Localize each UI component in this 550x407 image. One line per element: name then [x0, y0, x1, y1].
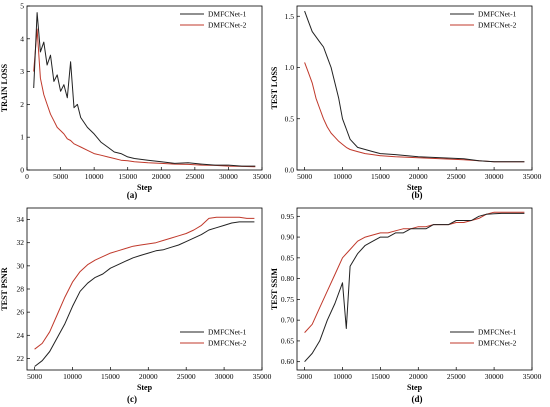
y-tick-label: 0.90: [281, 233, 294, 242]
y-tick-label: 0: [20, 166, 24, 175]
x-tick-label: 30000: [215, 372, 234, 381]
x-tick-label: 20000: [409, 372, 428, 381]
legend-label: DMFCNet-1: [478, 328, 517, 337]
x-tick-label: 20000: [152, 172, 171, 181]
x-tick-label: 35000: [253, 172, 272, 181]
x-tick-label: 10000: [63, 372, 82, 381]
y-tick-label: 0.85: [281, 253, 294, 262]
x-tick-label: 15000: [371, 372, 390, 381]
y-tick-label: 4: [20, 34, 24, 43]
y-tick-label: 0.75: [281, 295, 294, 304]
y-tick-label: 0.65: [281, 336, 294, 345]
x-tick-label: 15000: [101, 372, 120, 381]
x-axis-label: Step: [137, 183, 153, 192]
series-line-dmfcnet-2: [34, 216, 255, 350]
y-tick-label: 2: [20, 100, 24, 109]
y-tick-label: 22: [17, 354, 25, 363]
series-line-dmfcnet-1: [304, 212, 525, 363]
panel-1: 0 5000 10000 15000 20000 25000 30000 35000 0 1 2 3 4…: [0, 2, 272, 201]
y-tick-label: 0.80: [281, 274, 294, 283]
series-line-dmfcnet-2: [33, 28, 256, 168]
series-line-dmfcnet-2: [304, 211, 525, 333]
series-line-dmfcnet-1: [304, 10, 525, 163]
legend-label: DMFCNet-1: [478, 10, 517, 19]
x-axis-label: Step: [407, 183, 423, 192]
y-tick-label: 1: [20, 133, 24, 142]
panel-3: 5000 10000 15000 20000 25000 30000 35000 22 24 26…: [0, 207, 272, 404]
legend-label: DMFCNet-2: [208, 339, 247, 348]
panel-4: 5000 10000 15000 20000 25000 30000 35000 0.60 0.…: [270, 207, 542, 404]
x-tick-label: 25000: [447, 172, 466, 181]
x-tick-label: 5000: [53, 172, 68, 181]
x-tick-label: 25000: [177, 372, 196, 381]
series-line-dmfcnet-1: [33, 12, 256, 167]
y-tick-label: 28: [17, 285, 25, 294]
x-tick-label: 35000: [253, 372, 272, 381]
x-tick-label: 30000: [485, 172, 504, 181]
x-tick-label: 5000: [297, 372, 312, 381]
y-axis-label: TRAIN LOSS: [0, 63, 9, 112]
legend-label: DMFCNet-2: [478, 21, 517, 30]
x-tick-label: 35000: [523, 372, 542, 381]
y-tick-label: 0.95: [281, 212, 294, 221]
series-line-dmfcnet-2: [304, 62, 525, 163]
legend: DMFCNet-1 DMFCNet-2: [180, 328, 247, 348]
panel-label: (b): [412, 190, 423, 200]
x-tick-label: 5000: [297, 172, 312, 181]
x-tick-label: 10000: [333, 172, 352, 181]
plot-frame: [26, 5, 263, 171]
y-tick-label: 24: [17, 331, 25, 340]
legend: DMFCNet-1 DMFCNet-2: [450, 328, 517, 348]
y-axis-label: TEST LOSS: [270, 66, 279, 109]
x-tick-label: 10000: [333, 372, 352, 381]
y-tick-label: 0.70: [281, 316, 294, 325]
x-tick-label: 5000: [27, 372, 42, 381]
legend-label: DMFCNet-2: [478, 339, 517, 348]
x-tick-label: 0: [25, 172, 29, 181]
x-tick-label: 20000: [409, 172, 428, 181]
x-axis-label: Step: [407, 383, 423, 392]
y-tick-label: 0.0: [285, 166, 295, 175]
x-tick-label: 25000: [447, 372, 466, 381]
panel-label: (d): [412, 394, 423, 404]
plot-frame: [296, 5, 533, 171]
y-tick-label: 1.0: [285, 63, 295, 72]
panel-label: (a): [127, 190, 138, 200]
y-tick-label: 30: [17, 261, 25, 270]
panel-2: 5000 10000 15000 20000 25000 30000 35000 0.0 0.5…: [270, 5, 542, 200]
legend-label: DMFCNet-1: [208, 328, 247, 337]
legend-label: DMFCNet-2: [208, 21, 247, 30]
y-tick-label: 34: [17, 215, 25, 224]
y-tick-label: 0.60: [281, 357, 294, 366]
legend: DMFCNet-1 DMFCNet-2: [180, 10, 247, 30]
y-tick-label: 3: [20, 67, 24, 76]
y-tick-label: 5: [20, 2, 24, 11]
legend-label: DMFCNet-1: [208, 10, 247, 19]
y-tick-label: 32: [17, 238, 25, 247]
x-tick-label: 35000: [523, 172, 542, 181]
x-tick-label: 15000: [118, 172, 137, 181]
x-tick-label: 10000: [85, 172, 104, 181]
series-line-dmfcnet-1: [34, 221, 255, 367]
y-axis-label: TEST SSIM: [270, 268, 279, 310]
x-tick-label: 20000: [139, 372, 158, 381]
y-tick-label: 0.5: [285, 114, 295, 123]
x-tick-label: 30000: [485, 372, 504, 381]
plot-frame: [296, 207, 533, 371]
y-tick-label: 1.5: [285, 12, 295, 21]
x-tick-label: 30000: [219, 172, 238, 181]
x-tick-label: 25000: [185, 172, 204, 181]
panel-label: (c): [127, 394, 137, 404]
x-axis-label: Step: [137, 383, 153, 392]
legend: DMFCNet-1 DMFCNet-2: [450, 10, 517, 30]
y-axis-label: TEST PSNR: [0, 267, 9, 310]
x-tick-label: 15000: [371, 172, 390, 181]
y-tick-label: 26: [17, 308, 25, 317]
